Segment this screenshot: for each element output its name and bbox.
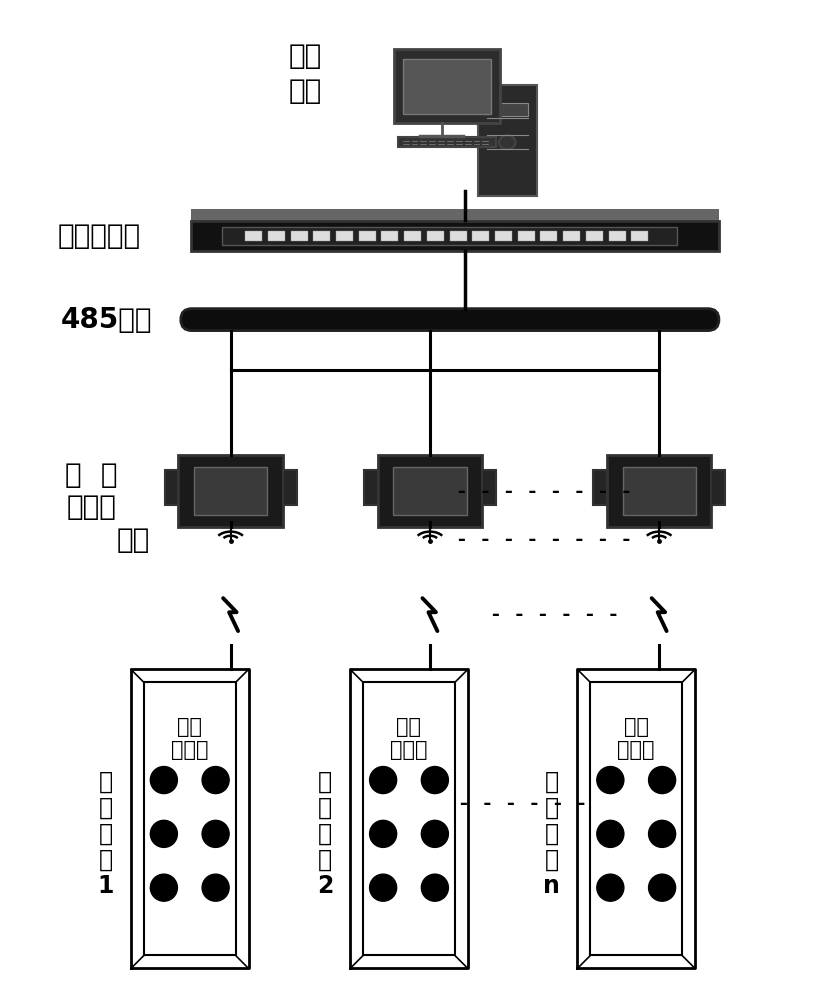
FancyBboxPatch shape: [336, 231, 353, 241]
FancyBboxPatch shape: [495, 231, 512, 241]
FancyBboxPatch shape: [245, 231, 262, 241]
FancyBboxPatch shape: [712, 470, 725, 505]
FancyBboxPatch shape: [632, 231, 649, 241]
FancyBboxPatch shape: [283, 470, 297, 505]
FancyBboxPatch shape: [291, 231, 308, 241]
Circle shape: [369, 767, 396, 794]
FancyBboxPatch shape: [426, 231, 444, 241]
Circle shape: [369, 874, 396, 901]
Text: 温度
传感器: 温度 传感器: [391, 717, 428, 760]
FancyBboxPatch shape: [623, 467, 696, 515]
FancyBboxPatch shape: [472, 231, 489, 241]
Text: - - - - - - - -: - - - - - - - -: [457, 530, 632, 549]
FancyBboxPatch shape: [518, 231, 535, 241]
Text: 温度
传感器: 温度 传感器: [171, 717, 208, 760]
Circle shape: [369, 820, 396, 847]
FancyBboxPatch shape: [540, 231, 557, 241]
FancyBboxPatch shape: [313, 231, 330, 241]
FancyBboxPatch shape: [359, 231, 376, 241]
FancyBboxPatch shape: [449, 231, 467, 241]
FancyBboxPatch shape: [364, 470, 377, 505]
FancyBboxPatch shape: [487, 103, 529, 116]
Circle shape: [202, 767, 229, 794]
FancyBboxPatch shape: [563, 231, 580, 241]
FancyBboxPatch shape: [268, 231, 285, 241]
Text: 温度
传感器: 温度 传感器: [618, 717, 655, 760]
FancyBboxPatch shape: [593, 470, 607, 505]
FancyBboxPatch shape: [478, 85, 538, 196]
Text: 电
力
设
备
1: 电 力 设 备 1: [98, 770, 114, 898]
Text: 监控
终端: 监控 终端: [288, 42, 322, 105]
Ellipse shape: [499, 135, 516, 149]
FancyBboxPatch shape: [609, 231, 626, 241]
FancyBboxPatch shape: [178, 455, 283, 527]
Text: 采  集
显示器: 采 集 显示器: [65, 461, 118, 521]
Circle shape: [649, 820, 676, 847]
Circle shape: [597, 820, 624, 847]
Circle shape: [597, 767, 624, 794]
FancyBboxPatch shape: [607, 455, 712, 527]
FancyBboxPatch shape: [190, 209, 719, 221]
FancyBboxPatch shape: [586, 231, 603, 241]
Circle shape: [649, 874, 676, 901]
Text: 串口服务器: 串口服务器: [57, 222, 141, 250]
Circle shape: [422, 767, 449, 794]
FancyBboxPatch shape: [190, 221, 719, 251]
Circle shape: [202, 820, 229, 847]
FancyBboxPatch shape: [394, 49, 501, 123]
Circle shape: [150, 820, 177, 847]
Text: 485总线: 485总线: [60, 306, 152, 334]
Text: 天线: 天线: [116, 526, 150, 554]
Circle shape: [649, 767, 676, 794]
FancyBboxPatch shape: [393, 467, 467, 515]
Text: - - - - - - - -: - - - - - - - -: [457, 482, 632, 501]
Circle shape: [150, 874, 177, 901]
Circle shape: [422, 820, 449, 847]
FancyBboxPatch shape: [403, 59, 491, 114]
FancyBboxPatch shape: [404, 231, 422, 241]
Circle shape: [202, 874, 229, 901]
Text: - - - - - -: - - - - - -: [458, 794, 587, 813]
FancyBboxPatch shape: [482, 470, 496, 505]
Text: 电
力
设
备
n: 电 力 设 备 n: [543, 770, 560, 898]
FancyBboxPatch shape: [181, 309, 719, 331]
FancyBboxPatch shape: [222, 227, 676, 245]
Text: - - - - - -: - - - - - -: [490, 605, 619, 624]
Circle shape: [150, 767, 177, 794]
Circle shape: [597, 874, 624, 901]
Text: 电
力
设
备
2: 电 力 设 备 2: [317, 770, 333, 898]
FancyBboxPatch shape: [398, 137, 496, 147]
FancyBboxPatch shape: [165, 470, 178, 505]
FancyBboxPatch shape: [382, 231, 399, 241]
Circle shape: [422, 874, 449, 901]
FancyBboxPatch shape: [377, 455, 482, 527]
FancyBboxPatch shape: [194, 467, 267, 515]
